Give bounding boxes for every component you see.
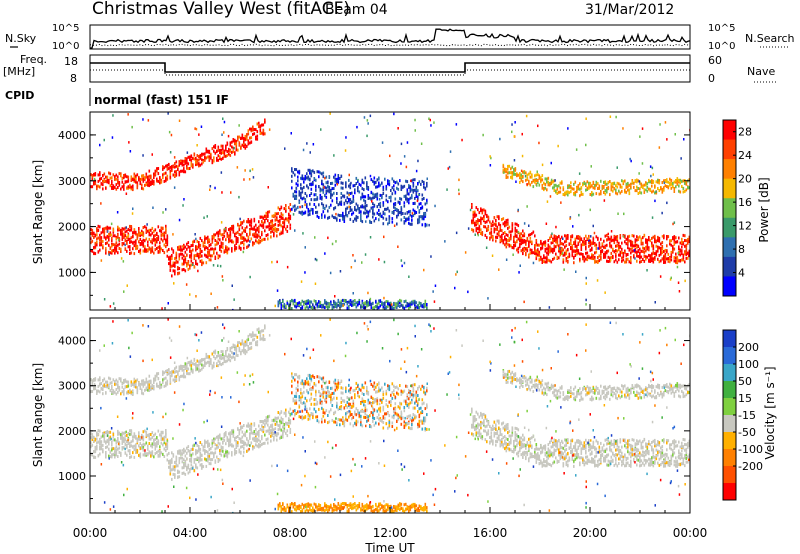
range-tick-label: 2000 [58,425,86,438]
time-axis: 00:00 04:00 08:00 12:00 16:00 20:00 00:00 [73,304,708,540]
velocity-colorbar-segment [723,483,736,501]
station-title: Christmas Valley West (fitACF) [92,0,350,19]
velocity-colorbar-segment [723,347,736,365]
nsearch-trace [89,43,691,47]
power-colorbar-tick-label: 4 [738,267,745,280]
power-colorbar-segment [723,178,736,199]
nsky-trace [90,28,691,49]
time-axis-label: Time UT [364,541,415,554]
frequency-trace [90,62,690,73]
velocity-colorbar-segment [723,449,736,467]
power-colorbar-segment [723,217,736,238]
velocity-colorbar-tick-label: -200 [738,460,763,473]
time-tick-label: 20:00 [573,526,608,540]
velocity-colorbar-segment [723,364,736,382]
nave-tick-top: 60 [708,54,722,67]
time-tick-label: 16:00 [473,526,508,540]
nsearch-label: N.Search [745,32,795,45]
power-colorbar-segment [723,198,736,219]
velocity-colorbar-segment [723,381,736,399]
nave-tick-bottom: 0 [708,72,715,85]
power-colorbar: 4 8 12 16 20 24 28 [722,119,752,297]
nsky-tick-top: 10^5 [52,23,79,34]
time-tick-label: 04:00 [173,526,208,540]
power-colorbar-tick-label: 16 [738,196,752,209]
power-colorbar-segment [723,120,736,141]
power-colorbar-segment [723,159,736,180]
power-colorbar-tick-label: 28 [738,126,752,139]
nsearch-tick-bottom: 10^0 [708,41,735,52]
range-tick-label: 4000 [58,129,86,142]
power-colorbar-tick-label: 20 [738,173,752,186]
cpid-label: CPID [5,89,34,102]
power-colorbar-frame [722,119,737,297]
power-colorbar-label: Power [dB] [757,177,771,242]
velocity-colorbar-tick-label: -50 [738,426,756,439]
nsearch-tick-top: 10^5 [708,23,735,34]
nsky-panel-frame [89,24,691,50]
range-tick-label: 1000 [58,266,86,279]
power-colorbar-segment [723,139,736,160]
velocity-data-layer [90,318,690,513]
velocity-colorbar-segment [723,432,736,450]
velocity-colorbar-segment [723,466,736,484]
nsky-tick-bottom: 10^0 [52,41,79,52]
velocity-colorbar-label: Velocity [m s⁻¹] [763,366,777,459]
freq-unit-label: [MHz] [3,65,35,78]
date-label: 31/Mar/2012 [585,2,674,18]
velocity-colorbar-tick-label: 15 [738,392,752,405]
time-tick-label: 00:00 [73,526,108,540]
time-tick-label: 00:00 [673,526,708,540]
velocity-colorbar-tick-label: 200 [738,341,759,354]
power-colorbar-segment [723,237,736,258]
range-tick-label: 1000 [58,470,86,483]
freq-tick-bottom: 8 [70,72,77,85]
freq-label: Freq. [20,53,47,66]
power-colorbar-segment [723,276,736,297]
time-tick-label: 12:00 [373,526,408,540]
power-data-layer [90,112,690,310]
velocity-y-axis-label: Slant Range [km] [31,363,45,467]
range-tick-label: 3000 [58,380,86,393]
range-tick-label: 2000 [58,221,86,234]
beam-label: Beam 04 [325,2,388,18]
range-tick-label: 3000 [58,175,86,188]
freq-tick-top: 18 [64,55,78,68]
freq-panel-frame [89,54,691,83]
time-tick-label: 08:00 [273,526,308,540]
velocity-colorbar-segment [723,330,736,348]
range-tick-label: 4000 [58,335,86,348]
cpid-mode-label: normal (fast) 151 IF [94,93,229,107]
velocity-colorbar: 200 100 50 15 -15 -50 -100 -200 [722,329,763,501]
velocity-y-axis: 1000 2000 3000 4000 [58,317,690,500]
velocity-colorbar-tick-label: 100 [738,358,759,371]
nsky-label: N.Sky [5,32,37,45]
power-y-axis: 1000 2000 3000 4000 [58,111,690,296]
velocity-colorbar-tick-label: 50 [738,375,752,388]
velocity-colorbar-segment [723,415,736,433]
power-colorbar-tick-label: 8 [738,243,745,256]
power-y-axis-label: Slant Range [km] [31,160,45,264]
velocity-colorbar-tick-label: -15 [738,409,756,422]
velocity-colorbar-tick-label: -100 [738,443,763,456]
power-colorbar-tick-label: 12 [738,220,752,233]
power-colorbar-segment [723,256,736,277]
velocity-colorbar-segment [723,398,736,416]
power-colorbar-tick-label: 24 [738,149,752,162]
nave-label: Nave [747,65,775,78]
